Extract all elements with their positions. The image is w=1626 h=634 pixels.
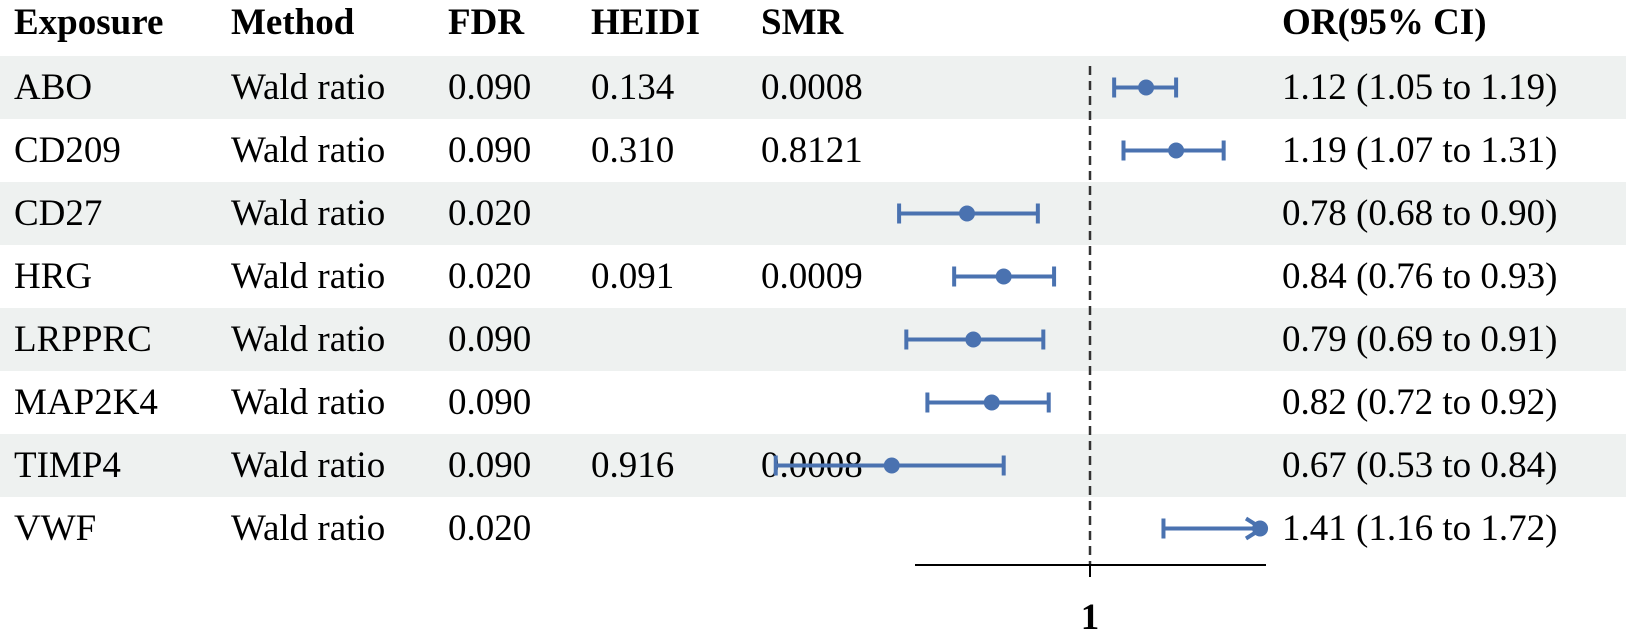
table-row: CD209 Wald ratio 0.090 0.310 0.8121 1.19… [0,119,1626,182]
or-ci-cell: 0.79 (0.69 to 0.91) [1282,319,1558,360]
fdr-cell: 0.090 [448,130,532,171]
x-tick-label: 1 [1081,597,1100,634]
table-row: HRG Wald ratio 0.020 0.091 0.0009 0.84 (… [0,245,1626,308]
or-ci-cell: 0.78 (0.68 to 0.90) [1282,193,1558,234]
heidi-cell: 0.091 [591,256,675,297]
exposure-cell: HRG [14,256,93,297]
exposure-cell: CD27 [14,193,103,234]
or-ci-cell: 0.67 (0.53 to 0.84) [1282,445,1558,486]
fdr-cell: 0.090 [448,382,532,423]
or-ci-cell: 0.82 (0.72 to 0.92) [1282,382,1558,423]
table-row: CD27 Wald ratio 0.020 0.78 (0.68 to 0.90… [0,182,1626,245]
fdr-cell: 0.020 [448,193,532,234]
method-cell: Wald ratio [231,67,386,108]
method-cell: Wald ratio [231,256,386,297]
fdr-cell: 0.090 [448,67,532,108]
table-row: MAP2K4 Wald ratio 0.090 0.82 (0.72 to 0.… [0,371,1626,434]
smr-cell: 0.8121 [761,130,863,171]
exposure-cell: MAP2K4 [14,382,158,423]
header-exposure: Exposure [14,2,164,43]
method-cell: Wald ratio [231,319,386,360]
method-cell: Wald ratio [231,193,386,234]
point-estimate [1252,520,1269,537]
smr-cell: 0.0009 [761,256,863,297]
header-smr: SMR [761,2,844,43]
heidi-cell: 0.134 [591,67,675,108]
exposure-cell: TIMP4 [14,445,121,486]
or-ci-cell: 0.84 (0.76 to 0.93) [1282,256,1558,297]
fdr-cell: 0.020 [448,256,532,297]
method-cell: Wald ratio [231,445,386,486]
point-estimate [983,394,1000,411]
table-row: VWF Wald ratio 0.020 1.41 (1.16 to 1.72) [0,497,1626,560]
point-estimate [959,205,976,222]
fdr-cell: 0.020 [448,508,532,549]
exposure-cell: CD209 [14,130,121,171]
method-cell: Wald ratio [231,130,386,171]
table-row: ABO Wald ratio 0.090 0.134 0.0008 1.12 (… [0,56,1626,119]
header-heidi: HEIDI [591,2,700,43]
header-method: Method [231,2,355,43]
table-row: LRPPRC Wald ratio 0.090 0.79 (0.69 to 0.… [0,308,1626,371]
exposure-cell: ABO [14,67,93,108]
fdr-cell: 0.090 [448,319,532,360]
exposure-cell: VWF [14,508,97,549]
or-ci-cell: 1.12 (1.05 to 1.19) [1282,67,1558,108]
point-estimate [883,457,900,474]
exposure-cell: LRPPRC [14,319,152,360]
or-ci-cell: 1.19 (1.07 to 1.31) [1282,130,1558,171]
smr-cell: 0.0008 [761,67,863,108]
method-cell: Wald ratio [231,382,386,423]
header-fdr: FDR [448,2,525,43]
heidi-cell: 0.310 [591,130,675,171]
header-or-ci: OR(95% CI) [1282,2,1487,43]
or-ci-cell: 1.41 (1.16 to 1.72) [1282,508,1558,549]
point-estimate [1138,79,1155,96]
point-estimate [1168,142,1185,159]
heidi-cell: 0.916 [591,445,675,486]
method-cell: Wald ratio [231,508,386,549]
fdr-cell: 0.090 [448,445,532,486]
point-estimate [995,268,1012,285]
point-estimate [965,331,982,348]
